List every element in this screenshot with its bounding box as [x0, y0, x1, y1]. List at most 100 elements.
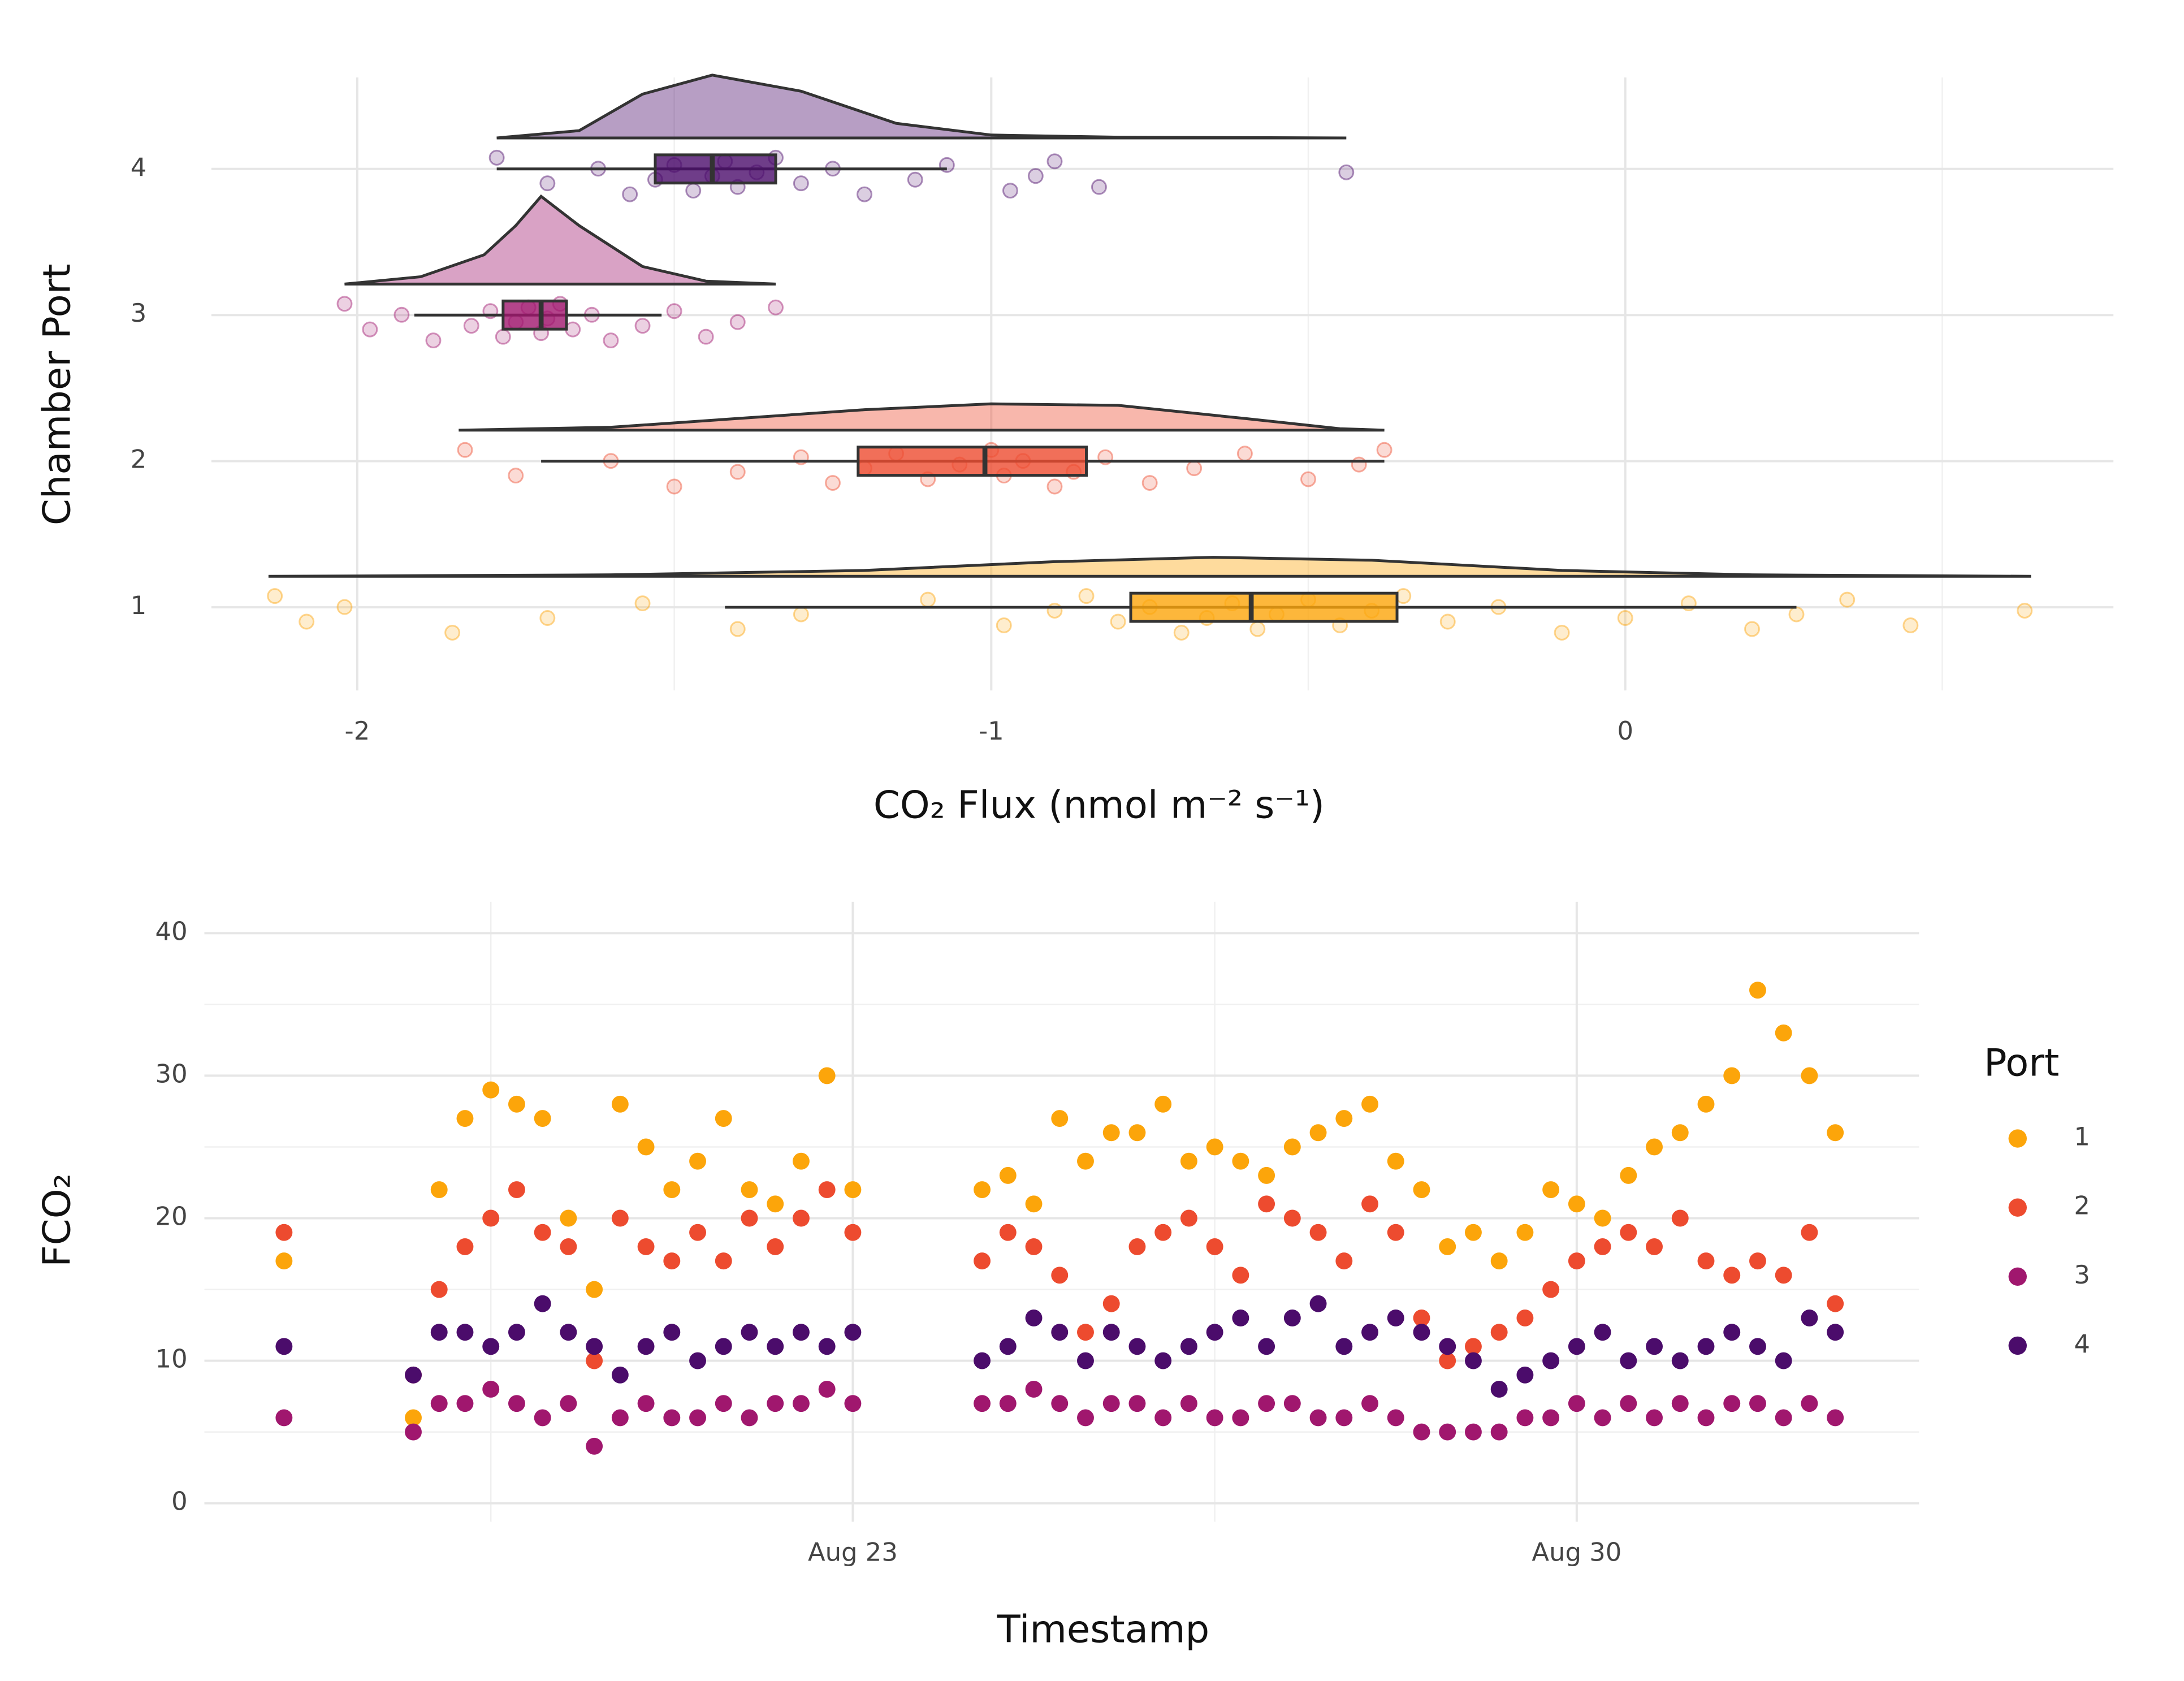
point — [1542, 1281, 1560, 1298]
legend-marker — [2008, 1129, 2027, 1148]
y-tick-label: 4 — [131, 152, 147, 182]
point — [634, 595, 651, 612]
point — [1801, 1067, 1818, 1084]
point — [1464, 1224, 1482, 1241]
point — [1516, 1409, 1534, 1427]
point — [1749, 1338, 1766, 1355]
point — [637, 1395, 655, 1412]
point — [1801, 1224, 1818, 1241]
point — [1338, 164, 1355, 180]
point — [482, 1081, 500, 1099]
point — [1723, 1324, 1741, 1341]
point — [508, 1181, 525, 1199]
point — [508, 468, 524, 484]
point — [1620, 1395, 1637, 1412]
point — [336, 296, 353, 312]
point — [1827, 1295, 1844, 1312]
point — [1749, 1252, 1766, 1270]
point — [1025, 1309, 1043, 1326]
point — [715, 1110, 732, 1127]
point — [1300, 471, 1316, 487]
point — [1051, 1267, 1069, 1284]
point — [1671, 1209, 1689, 1227]
point — [1206, 1238, 1223, 1255]
point — [1620, 1352, 1637, 1369]
point — [1568, 1195, 1585, 1213]
point — [666, 303, 682, 319]
point — [1078, 588, 1095, 604]
point — [508, 1395, 525, 1412]
point — [611, 1209, 629, 1227]
legend-marker — [2008, 1267, 2027, 1286]
point — [1387, 1224, 1404, 1241]
point — [1102, 1124, 1120, 1142]
point — [1775, 1352, 1792, 1369]
y-tick-label: 20 — [155, 1201, 188, 1231]
point — [689, 1352, 706, 1369]
legend-title: Port — [1984, 1041, 2059, 1085]
point — [844, 1395, 862, 1412]
point — [1180, 1395, 1197, 1412]
point — [456, 1110, 474, 1127]
point — [611, 1095, 629, 1113]
point — [1258, 1338, 1275, 1355]
point — [1128, 1395, 1146, 1412]
x-tick-label: Aug 23 — [808, 1537, 898, 1567]
y-tick-label: 2 — [131, 444, 147, 474]
point — [1387, 1409, 1404, 1427]
point — [1351, 456, 1367, 473]
point — [666, 478, 682, 495]
point — [1697, 1252, 1715, 1270]
point — [1027, 168, 1044, 184]
point — [741, 1409, 758, 1427]
box — [501, 299, 568, 331]
legend-label: 2 — [2074, 1191, 2090, 1221]
box — [857, 446, 1088, 477]
point — [741, 1324, 758, 1341]
point — [1128, 1124, 1146, 1142]
point — [1186, 460, 1203, 477]
point — [1516, 1366, 1534, 1384]
point — [768, 299, 784, 316]
point — [793, 175, 809, 192]
point — [1594, 1209, 1611, 1227]
density — [268, 556, 2031, 578]
point — [622, 186, 638, 202]
point — [920, 591, 936, 608]
point — [793, 606, 809, 623]
point — [495, 329, 511, 345]
point — [1154, 1352, 1172, 1369]
point — [336, 599, 353, 615]
point — [534, 1409, 551, 1427]
point — [603, 332, 619, 349]
point — [1542, 1352, 1560, 1369]
y-tick-label: 0 — [171, 1486, 188, 1516]
point — [1490, 1252, 1508, 1270]
point — [1102, 1295, 1120, 1312]
point — [729, 464, 746, 480]
point — [1723, 1395, 1741, 1412]
point — [1335, 1409, 1353, 1427]
point — [1232, 1409, 1249, 1427]
point — [1206, 1138, 1223, 1156]
point — [1051, 1110, 1069, 1127]
point — [1775, 1267, 1792, 1284]
point — [1309, 1224, 1327, 1241]
point — [488, 149, 505, 166]
point — [1361, 1195, 1378, 1213]
point — [1046, 478, 1063, 495]
point — [663, 1409, 681, 1427]
point — [1490, 1423, 1508, 1441]
point — [1413, 1423, 1430, 1441]
point — [1516, 1309, 1534, 1326]
point — [275, 1252, 293, 1270]
point — [456, 1395, 474, 1412]
point — [1671, 1352, 1689, 1369]
point — [1646, 1138, 1663, 1156]
point — [1542, 1409, 1560, 1427]
point — [1723, 1067, 1741, 1084]
point — [663, 1324, 681, 1341]
point — [729, 314, 746, 330]
